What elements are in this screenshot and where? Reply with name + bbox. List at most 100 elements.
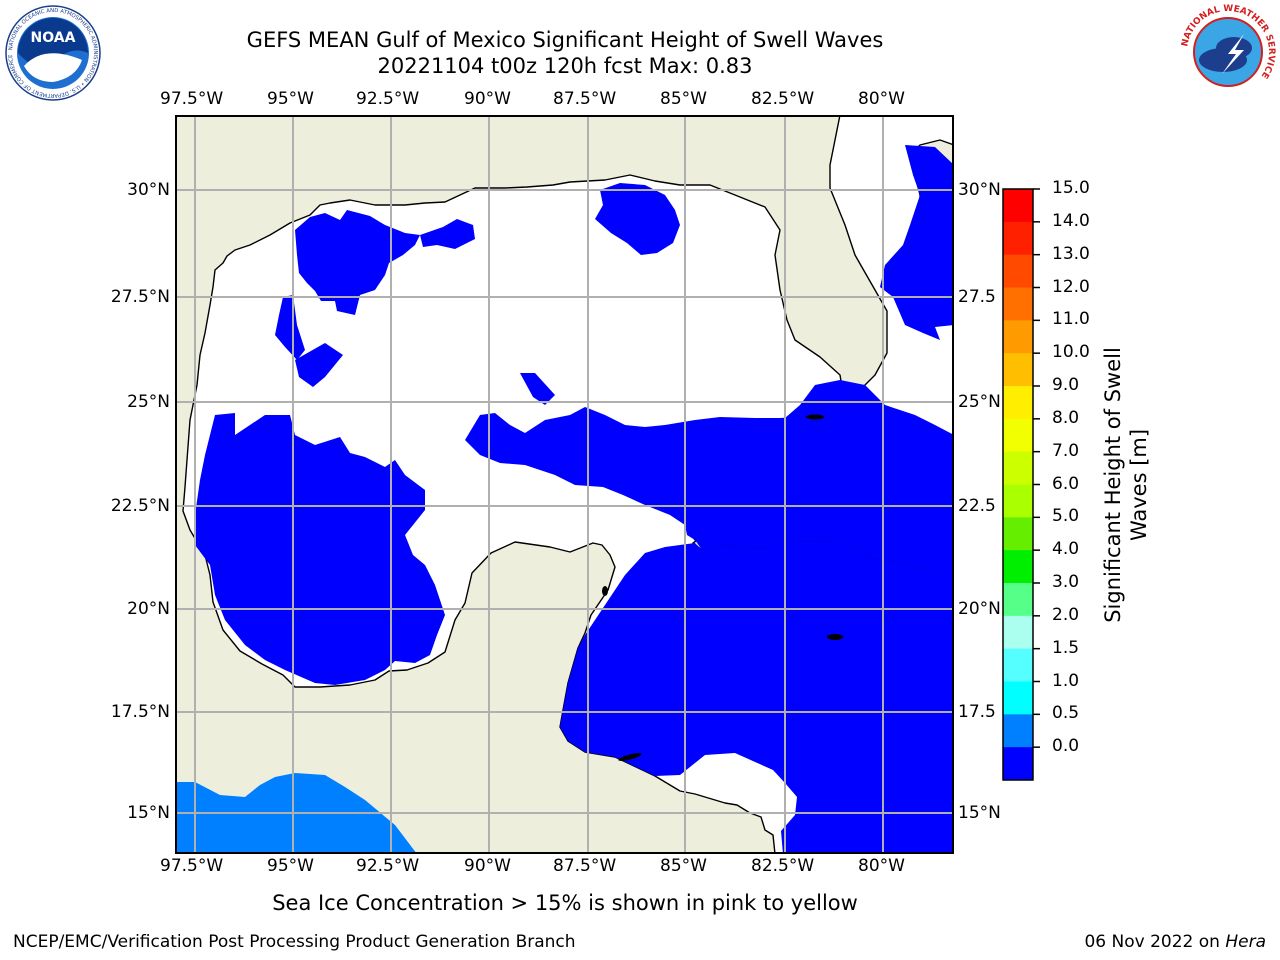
- colorbar-band: [1003, 615, 1033, 650]
- chart-title: GEFS MEAN Gulf of Mexico Significant Hei…: [246, 28, 884, 52]
- swell-cell: [595, 183, 680, 255]
- lat-label-left: 25°N: [127, 392, 170, 412]
- lon-label-bottom: 80°W: [858, 856, 905, 876]
- lon-label-top: 92.5°W: [356, 89, 420, 109]
- colorbar-band: [1003, 189, 1033, 223]
- map: [175, 115, 954, 854]
- swell-cell: [715, 420, 750, 460]
- colorbar-band: [1003, 451, 1033, 485]
- graticule: [175, 115, 954, 854]
- lat-label-right: 15°N: [958, 803, 1001, 823]
- lat-label-right: 25°N: [958, 392, 1001, 412]
- lat-label-right: 22.5: [958, 496, 996, 516]
- colorbar: [1002, 188, 1040, 781]
- lon-label-top: 82.5°W: [751, 89, 815, 109]
- lat-label-right: 30°N: [958, 180, 1001, 200]
- swell-cell: [195, 413, 445, 685]
- colorbar-band: [1003, 418, 1033, 453]
- lon-label-bottom: 90°W: [464, 856, 511, 876]
- colorbar-band: [1003, 484, 1033, 518]
- swell-cell: [275, 295, 305, 360]
- lon-label-bottom: 97.5°W: [160, 856, 224, 876]
- colorbar-band: [1003, 221, 1033, 256]
- noaa-logo: NOAA NATIONAL OCEANIC AND ATMOSPHERIC AD…: [5, 5, 101, 101]
- colorbar-tick-label: 1.0: [1052, 670, 1080, 691]
- colorbar-tick-label: 8.0: [1052, 407, 1080, 428]
- lat-label-right: 27.5: [958, 287, 996, 307]
- sea-ice-note: Sea Ice Concentration > 15% is shown in …: [272, 891, 858, 915]
- lat-label-left: 22.5°N: [110, 496, 170, 516]
- generation-date: 06 Nov 2022 on Hera: [1084, 932, 1266, 952]
- colorbar-tick-label: 1.5: [1052, 637, 1080, 658]
- colorbar-tick-label: 9.0: [1052, 375, 1080, 395]
- colorbar-tick-label: 13.0: [1052, 243, 1090, 264]
- lon-label-top: 90°W: [464, 89, 511, 109]
- lon-label-top: 87.5°W: [553, 89, 617, 109]
- colorbar-tick-label: 5.0: [1052, 506, 1080, 527]
- lon-label-bottom: 87.5°W: [553, 856, 617, 876]
- swell-cell: [880, 145, 954, 340]
- colorbar-tick-label: 10.0: [1052, 342, 1090, 363]
- colorbar-band: [1003, 648, 1033, 682]
- nws-logo: NATIONAL WEATHER SERVICE: [1180, 4, 1276, 99]
- swell-cell: [295, 210, 420, 315]
- colorbar-label-line1: Significant Height of Swell: [1101, 347, 1125, 623]
- lat-label-left: 30°N: [127, 180, 170, 200]
- colorbar-tick-label: 2.0: [1052, 604, 1080, 625]
- map-frame: [175, 115, 954, 854]
- colorbar-band: [1003, 386, 1033, 420]
- colorbar-band: [1003, 320, 1033, 354]
- coastline-details: [602, 414, 843, 761]
- chart-subtitle: 20221104 t00z 120h fcst Max: 0.83: [377, 54, 753, 78]
- lat-label-right: 17.5: [958, 702, 996, 722]
- colorbar-tick-label: 0.0: [1052, 736, 1080, 757]
- lon-label-bottom: 82.5°W: [751, 856, 815, 876]
- colorbar-band: [1003, 517, 1033, 551]
- colorbar-tick-label: 6.0: [1052, 473, 1080, 494]
- lat-label-left: 15°N: [127, 803, 170, 823]
- colorbar-label-line2: Waves [m]: [1127, 428, 1151, 542]
- colorbar-tick-label: 12.0: [1052, 276, 1090, 297]
- lon-label-top: 80°W: [858, 89, 905, 109]
- colorbar-band: [1003, 550, 1033, 584]
- colorbar-tick-label: 7.0: [1052, 440, 1080, 461]
- island: [827, 634, 843, 640]
- swell-cell: [295, 343, 343, 387]
- lat-label-left: 27.5°N: [110, 287, 170, 307]
- swell-cell: [560, 540, 954, 854]
- island: [618, 753, 642, 761]
- island: [806, 414, 824, 420]
- colorbar-tick-label: 3.0: [1052, 572, 1080, 592]
- lon-label-bottom: 95°W: [267, 856, 314, 876]
- island: [602, 586, 608, 596]
- lat-label-left: 20°N: [127, 599, 170, 619]
- lon-label-top: 97.5°W: [160, 89, 224, 109]
- colorbar-tick-label: 11.0: [1052, 309, 1090, 330]
- colorbar-band: [1003, 287, 1033, 321]
- colorbar-tick-label: 4.0: [1052, 539, 1080, 560]
- lon-label-top: 85°W: [660, 89, 707, 109]
- lon-label-bottom: 92.5°W: [356, 856, 420, 876]
- lon-label-top: 95°W: [267, 89, 314, 109]
- colorbar-band: [1003, 747, 1033, 781]
- lat-label-right: 20°N: [958, 599, 1001, 619]
- date-text: 06 Nov 2022 on: [1084, 932, 1220, 952]
- colorbar-band: [1003, 583, 1033, 617]
- swell-cell: [520, 373, 555, 405]
- noaa-logo-text: NOAA: [31, 30, 76, 46]
- host-name: Hera: [1225, 932, 1266, 952]
- colorbar-band: [1003, 681, 1033, 715]
- colorbar-frame: [1002, 188, 1034, 781]
- colorbar-band: [1003, 254, 1033, 288]
- swell-cell: [420, 219, 475, 249]
- credit-text: NCEP/EMC/Verification Post Processing Pr…: [13, 932, 576, 952]
- colorbar-tick-label: 15.0: [1052, 178, 1090, 198]
- lat-label-left: 17.5°N: [110, 702, 170, 722]
- colorbar-tick-label: 0.5: [1052, 703, 1080, 724]
- colorbar-bands: [1003, 189, 1033, 781]
- colorbar-band: [1003, 353, 1033, 387]
- lon-label-bottom: 85°W: [660, 856, 707, 876]
- colorbar-tick-marks: [1033, 188, 1040, 748]
- colorbar-tick-label: 14.0: [1052, 210, 1090, 231]
- colorbar-band: [1003, 714, 1033, 748]
